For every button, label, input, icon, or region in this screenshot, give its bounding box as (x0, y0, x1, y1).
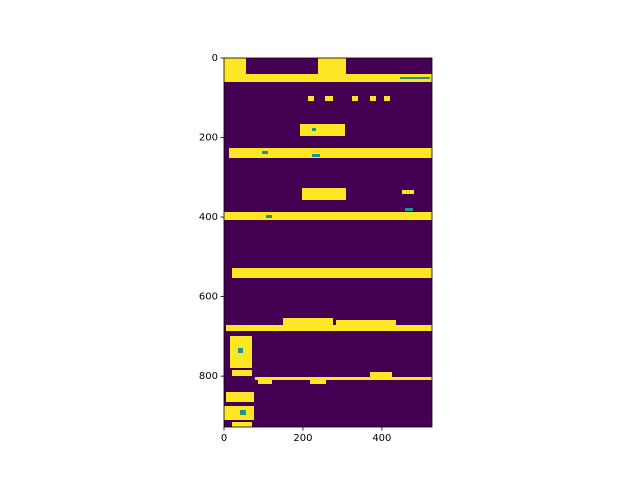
x-tick-label: 200 (293, 433, 312, 444)
x-tick-label: 400 (372, 433, 391, 444)
y-tick-label: 0 (212, 53, 218, 64)
mask-regions (224, 58, 432, 427)
y-tick-label: 800 (199, 371, 218, 382)
y-tick-label: 400 (199, 212, 218, 223)
x-tick-label: 0 (221, 433, 227, 444)
y-tick-label: 600 (199, 292, 218, 303)
image (224, 58, 432, 427)
y-tick-label: 200 (199, 133, 218, 144)
axes-frame (223, 57, 433, 428)
image-background (224, 58, 432, 427)
